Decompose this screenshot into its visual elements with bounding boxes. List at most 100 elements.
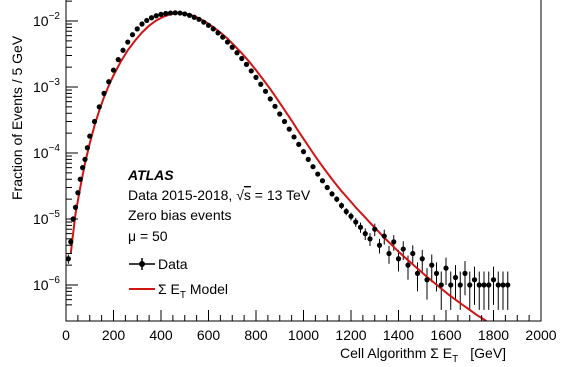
data-point	[220, 34, 226, 40]
data-point	[419, 256, 425, 262]
data-point	[400, 246, 406, 252]
legend-model-label-suffix: Model	[186, 281, 228, 297]
plot-area	[65, 0, 542, 322]
data-point	[286, 126, 292, 132]
dataset-s: s	[244, 187, 251, 203]
y-tick-base: 10	[33, 145, 49, 161]
data-point	[120, 47, 126, 53]
data-point	[277, 111, 283, 117]
y-tick-base: 10	[33, 211, 49, 227]
data-point	[500, 282, 506, 288]
y-tick-label: 10−6	[33, 275, 60, 293]
data-point	[300, 149, 307, 155]
data-point	[110, 67, 117, 73]
data-point	[77, 176, 83, 182]
data-point	[495, 282, 501, 288]
data-point	[353, 219, 359, 225]
y-tick-base: 10	[33, 277, 49, 293]
data-point	[457, 282, 463, 288]
y-tick-label: 10−5	[33, 209, 60, 227]
data-point	[481, 282, 487, 288]
error-bars	[67, 12, 509, 310]
y-tick-exponent: −4	[49, 143, 61, 154]
x-axis-title-sub: T	[452, 354, 458, 365]
data-point	[106, 79, 112, 85]
data-point	[115, 57, 121, 63]
data-point	[253, 74, 259, 80]
x-axis-title: Cell Algorithm Σ ET [GeV]	[340, 345, 506, 365]
dataset-label: Data 2015-2018, √s = 13 TeV	[128, 187, 311, 203]
y-tick-base: 10	[33, 79, 49, 95]
dataset-label-suffix: = 13 TeV	[251, 187, 311, 203]
data-point	[467, 282, 473, 288]
data-point	[153, 13, 159, 19]
x-tick-label: 800	[244, 327, 268, 343]
data-point	[296, 141, 302, 147]
data-point	[291, 134, 297, 140]
data-point	[148, 15, 155, 21]
data-point	[348, 213, 354, 219]
y-axis-ticks: 10−610−510−410−310−2	[33, 0, 78, 306]
legend-model-label-main: Σ E	[158, 281, 180, 297]
data-point	[334, 196, 340, 202]
data-point	[205, 22, 212, 28]
data-point	[367, 236, 373, 242]
data-point	[163, 10, 169, 17]
data-point	[281, 118, 288, 125]
data-point	[324, 184, 330, 191]
x-tick-label: 600	[197, 327, 221, 343]
data-point	[191, 14, 197, 20]
data-point	[490, 277, 497, 283]
data-point	[471, 277, 478, 283]
legend: Data Σ ET Model	[129, 256, 228, 301]
data-point	[343, 208, 349, 215]
data-point	[410, 250, 416, 257]
y-tick-exponent: −2	[49, 11, 61, 22]
data-point	[272, 103, 278, 109]
data-point	[66, 256, 71, 262]
data-point	[414, 270, 421, 276]
data-point	[186, 12, 193, 18]
data-point	[215, 30, 221, 36]
x-tick-label: 1200	[335, 327, 366, 343]
annotation-block: ATLAS Data 2015-2018, √s = 13 TeV Zero b…	[127, 167, 311, 244]
dataset-sqrt: √	[236, 187, 244, 203]
data-point	[386, 250, 392, 257]
data-point	[381, 233, 387, 239]
data-point	[438, 282, 444, 288]
data-point	[134, 26, 140, 32]
data-point	[505, 282, 511, 288]
data-point	[372, 226, 378, 232]
data-point	[139, 21, 145, 27]
data-point	[177, 10, 183, 16]
data-point	[362, 231, 368, 237]
data-point	[462, 270, 468, 276]
data-point	[196, 16, 202, 22]
data-point	[305, 156, 311, 162]
data-point	[224, 39, 231, 45]
data-point	[258, 81, 264, 87]
data-point	[84, 145, 90, 151]
data-point	[315, 171, 321, 177]
data-point	[486, 282, 492, 288]
dataset-label-prefix: Data 2015-2018,	[128, 187, 236, 203]
data-point	[129, 32, 136, 38]
data-point	[201, 19, 207, 25]
data-point	[96, 104, 102, 110]
data-point	[91, 118, 98, 125]
data-point	[234, 50, 240, 56]
y-tick-exponent: −3	[49, 77, 61, 88]
y-tick-exponent: −5	[49, 209, 61, 220]
pileup-label: μ = 50	[128, 228, 168, 244]
data-point	[167, 10, 174, 16]
data-point	[424, 277, 430, 283]
x-tick-label: 200	[102, 327, 126, 343]
data-point	[239, 55, 245, 62]
data-point	[210, 26, 216, 32]
y-tick-label: 10−4	[33, 143, 60, 161]
y-axis-title: Fraction of Events / 5 GeV	[9, 35, 25, 200]
data-point	[144, 17, 150, 24]
legend-data-marker	[139, 261, 145, 267]
model-line	[69, 12, 488, 321]
